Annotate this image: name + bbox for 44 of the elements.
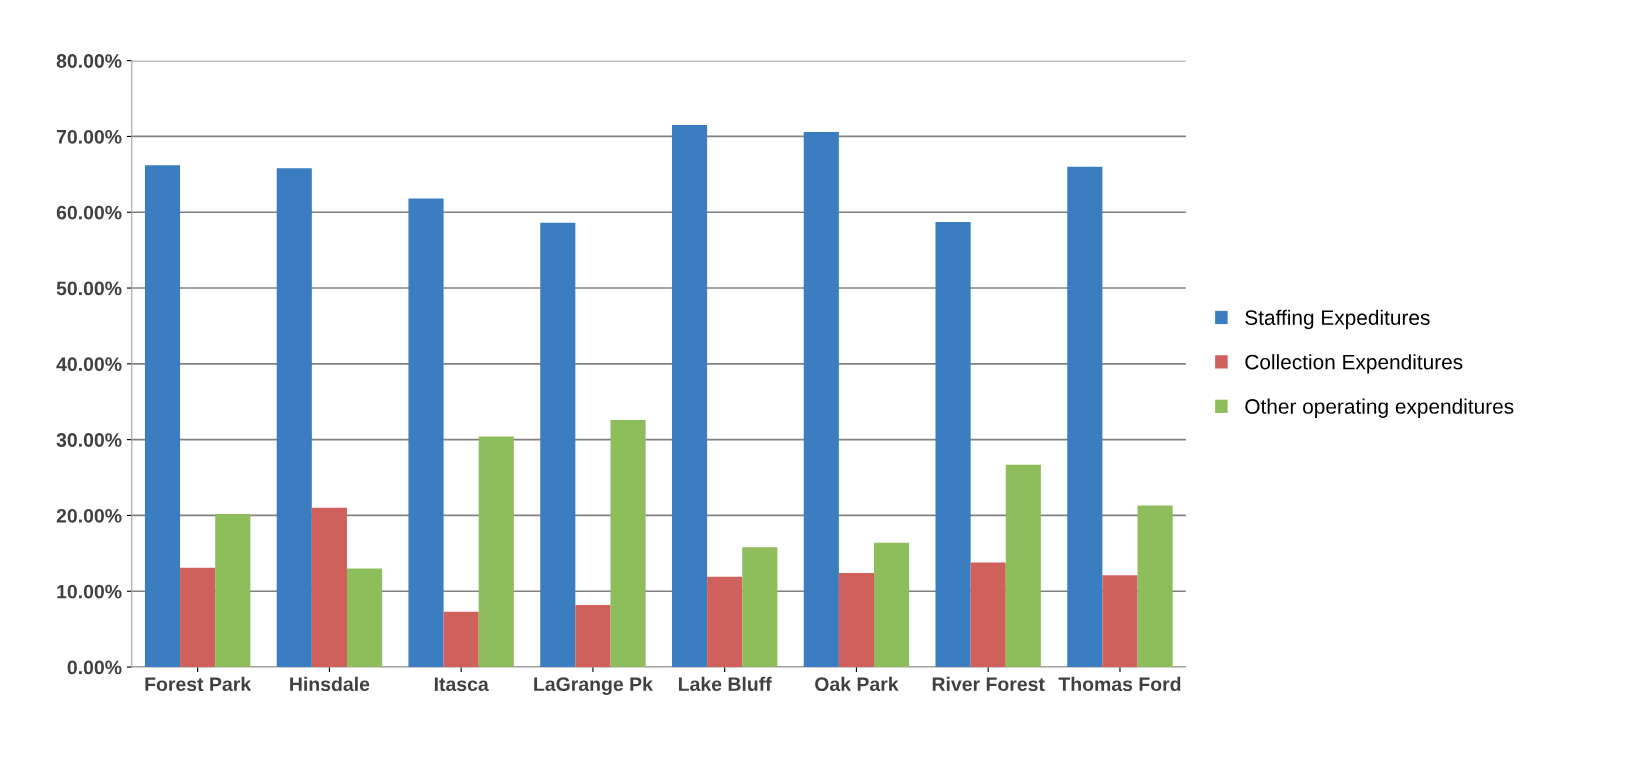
bar (935, 222, 971, 668)
bar (838, 573, 875, 668)
x-tick-label: LaGrange Pk (534, 676, 653, 695)
bar (540, 222, 576, 668)
bar (970, 562, 1006, 668)
y-tick-label: 30.00% (56, 433, 122, 447)
y-tick-label: 50.00% (56, 281, 122, 296)
x-tick-label: River Forest (932, 676, 1045, 692)
x-tick-label: Thomas Ford (1058, 676, 1181, 692)
legend-label: Collection Expenditures (1245, 354, 1463, 374)
bar (276, 168, 312, 668)
bar (1137, 505, 1173, 668)
y-tick-label: 70.00% (56, 129, 122, 144)
bar (803, 131, 839, 668)
y-tick-label: 0.00% (67, 660, 122, 675)
bar (346, 568, 383, 668)
bar (575, 604, 611, 668)
bar (478, 436, 514, 668)
bar (1005, 464, 1041, 668)
y-tick-label: 20.00% (56, 508, 122, 523)
x-tick-label: Hinsdale (290, 676, 370, 692)
y-tick-label: 60.00% (56, 205, 122, 220)
bar (311, 507, 347, 668)
legend-label: Other operating expenditures (1245, 398, 1514, 418)
bar (671, 125, 708, 668)
bar (742, 547, 778, 668)
bar (443, 611, 479, 668)
bar (610, 419, 646, 668)
bar (1067, 166, 1103, 668)
bar (215, 513, 251, 668)
x-tick-label: Lake Bluff (678, 676, 772, 692)
bar (707, 576, 743, 668)
bar (1102, 575, 1138, 668)
legend-label: Staffing Expeditures (1245, 309, 1430, 330)
bar (144, 165, 181, 668)
x-tick-label: Forest Park (145, 676, 252, 692)
y-tick-label: 10.00% (57, 584, 122, 599)
bar (180, 567, 216, 668)
y-tick-label: 80.00% (56, 54, 122, 68)
bar (408, 198, 444, 668)
bar (874, 542, 910, 668)
x-tick-label: Itasca (434, 677, 489, 692)
x-tick-label: Oak Park (815, 676, 899, 692)
y-tick-label: 40.00% (56, 357, 122, 372)
